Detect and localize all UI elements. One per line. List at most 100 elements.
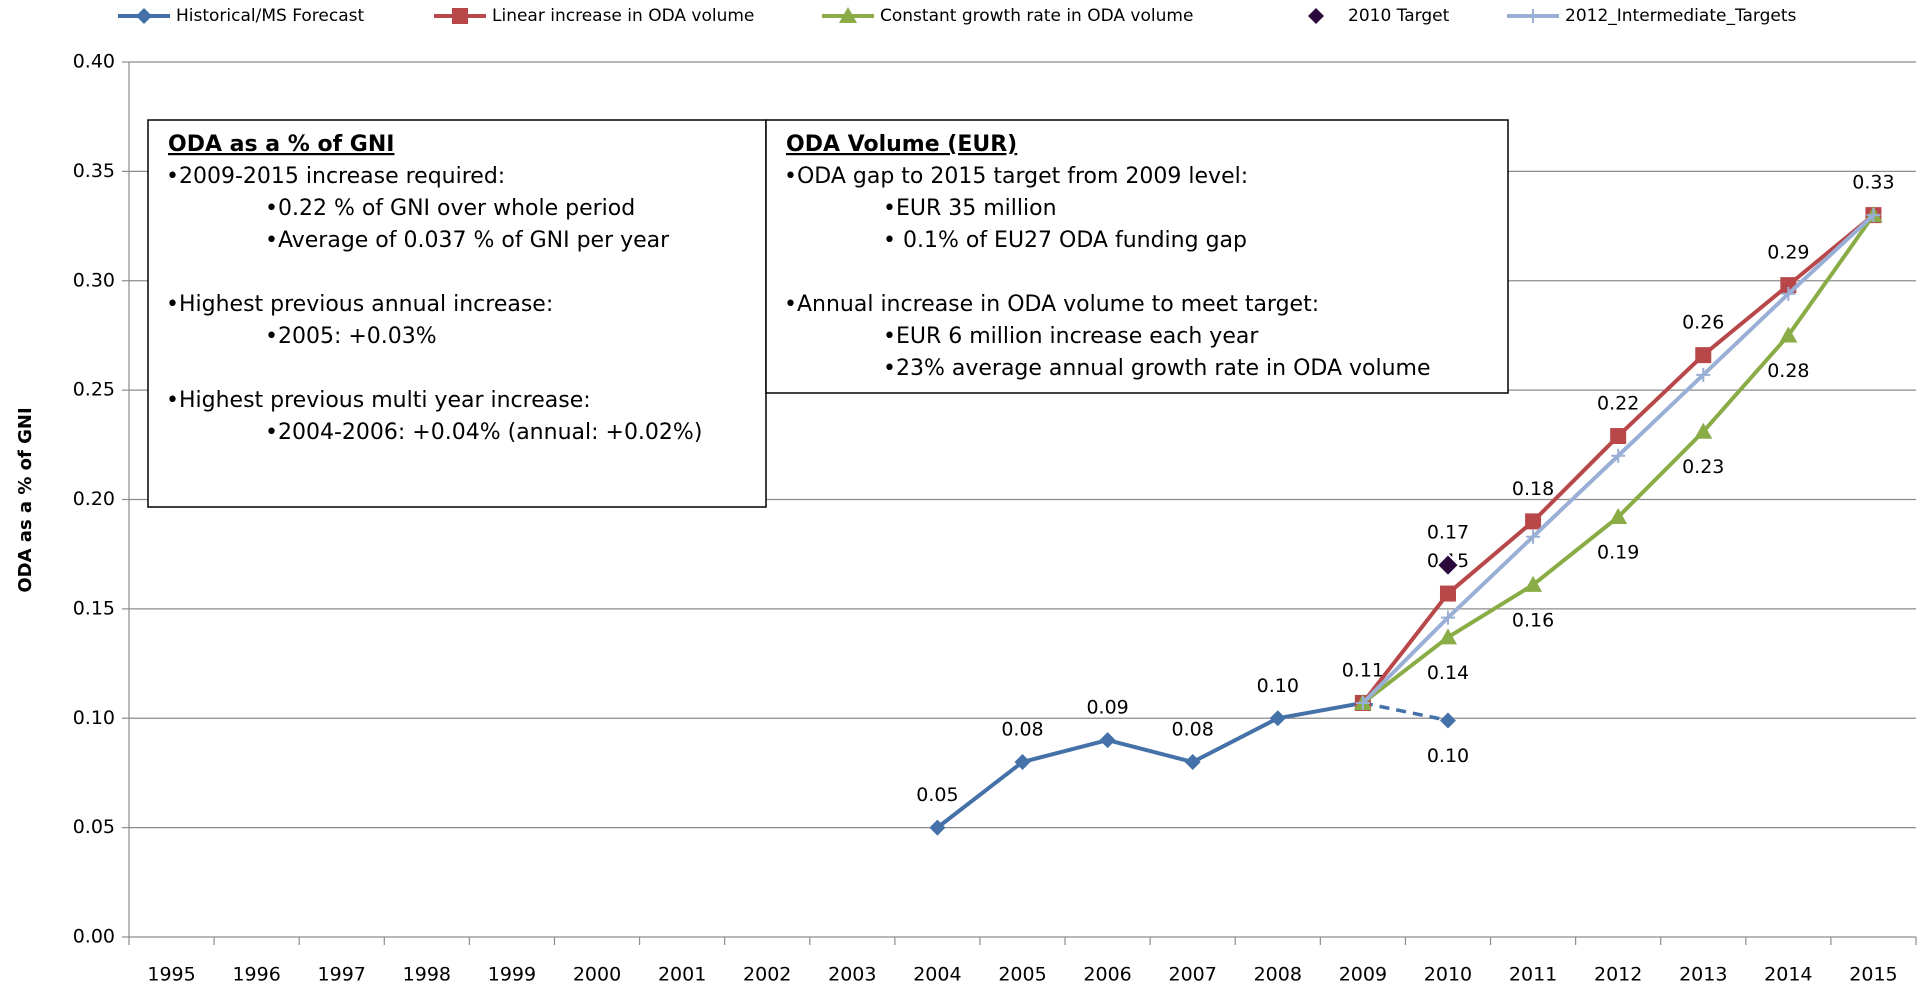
marker [1694, 422, 1713, 439]
y-tick-label: 0.20 [73, 488, 115, 510]
legend-marker [452, 8, 468, 24]
x-tick-label: 2006 [1083, 964, 1131, 986]
legend-label: Historical/MS Forecast [176, 6, 364, 26]
marker [1696, 367, 1711, 382]
data-label: 0.11 [1342, 659, 1384, 681]
data-label: 0.28 [1767, 360, 1809, 382]
y-tick-label: 0.35 [73, 160, 115, 182]
x-tick-label: 2008 [1254, 964, 1302, 986]
annotation-subitem: •EUR 6 million increase each year [883, 324, 1259, 349]
annotation-item: •Annual increase in ODA volume to meet t… [784, 292, 1319, 317]
annotation-subitem: •Average of 0.037 % of GNI per year [265, 228, 670, 253]
forecast-line [1362, 701, 1449, 723]
legend-label: 2010 Target [1348, 6, 1450, 26]
annotation-item: •Highest previous multi year increase: [166, 388, 591, 413]
y-tick-label: 0.15 [73, 597, 115, 619]
x-tick-label: 2015 [1849, 964, 1897, 986]
x-tick-label: 2013 [1679, 964, 1727, 986]
annotation-box [765, 119, 1509, 394]
data-label: 0.16 [1512, 609, 1554, 631]
data-label: 0.09 [1086, 697, 1128, 719]
annotation-subitem: • 0.1% of EU27 ODA funding gap [883, 228, 1247, 253]
legend-label: Linear increase in ODA volume [492, 6, 754, 26]
marker [1438, 628, 1457, 645]
x-tick-label: 2007 [1169, 964, 1217, 986]
marker [1184, 754, 1201, 770]
x-tick-label: 2002 [743, 964, 791, 986]
data-label: 0.14 [1427, 662, 1469, 684]
x-tick-label: 2003 [828, 964, 876, 986]
legend-marker [1308, 8, 1324, 24]
marker [1524, 575, 1543, 592]
x-tick-label: 1996 [232, 964, 280, 986]
annotation-title: ODA Volume (EUR) [786, 132, 1017, 157]
marker [1435, 552, 1461, 578]
marker [1440, 610, 1455, 625]
marker [929, 819, 946, 836]
data-label: 0.08 [1172, 719, 1214, 741]
data-label: 0.17 [1427, 522, 1469, 544]
legend-marker [839, 7, 857, 23]
x-tick-label: 1998 [403, 964, 451, 986]
x-tick-label: 1995 [147, 964, 195, 986]
data-label: 0.05 [916, 784, 958, 806]
marker [1525, 513, 1542, 530]
data-label: 0.10 [1257, 675, 1299, 697]
data-label: 0.33 [1852, 172, 1894, 194]
data-label: 0.29 [1767, 242, 1809, 264]
y-tick-label: 0.05 [73, 816, 115, 838]
data-label: 0.08 [1001, 719, 1043, 741]
annotation-subitem: •2004-2006: +0.04% (annual: +0.02%) [265, 420, 702, 445]
y-tick-label: 0.30 [73, 269, 115, 291]
marker [1439, 712, 1456, 729]
annotation-subitem: •0.22 % of GNI over whole period [265, 196, 635, 221]
marker [1611, 448, 1626, 463]
marker [1014, 754, 1031, 770]
x-tick-label: 2012 [1594, 964, 1642, 986]
y-tick-label: 0.10 [73, 707, 115, 729]
annotation-item: •2009-2015 increase required: [166, 164, 505, 189]
marker [1269, 710, 1286, 727]
x-tick-label: 2009 [1339, 964, 1387, 986]
x-tick-label: 1997 [318, 964, 366, 986]
data-label: 0.18 [1512, 478, 1554, 500]
marker [1610, 428, 1627, 445]
x-tick-label: 2010 [1424, 964, 1472, 986]
series-line [936, 700, 1364, 830]
marker [1779, 326, 1798, 343]
y-tick-label: 0.40 [73, 51, 115, 73]
x-tick-label: 2011 [1509, 964, 1557, 986]
data-label: 0.23 [1682, 456, 1724, 478]
data-label: 0.19 [1597, 542, 1639, 564]
data-label: 0.22 [1597, 393, 1639, 415]
annotation-item: •ODA gap to 2015 target from 2009 level: [784, 164, 1248, 189]
data-label: 0.26 [1682, 312, 1724, 334]
x-tick-label: 2001 [658, 964, 706, 986]
marker [1609, 508, 1628, 524]
marker [1695, 347, 1712, 364]
y-tick-label: 0.25 [73, 379, 115, 401]
legend-marker [1526, 9, 1540, 23]
marker [1781, 286, 1796, 301]
y-tick-label: 0.00 [73, 926, 115, 948]
x-tick-label: 2014 [1764, 964, 1812, 986]
annotation-box [147, 119, 767, 508]
marker [1866, 208, 1881, 223]
x-tick-label: 2004 [913, 964, 961, 986]
marker [1526, 529, 1541, 544]
legend-label: 2012_Intermediate_Targets [1565, 6, 1797, 26]
legend-label: Constant growth rate in ODA volume [880, 6, 1193, 26]
annotation-subitem: •2005: +0.03% [265, 324, 437, 349]
marker [1439, 585, 1456, 602]
y-axis-label: ODA as a % of GNI [15, 407, 36, 592]
annotation-title: ODA as a % of GNI [168, 132, 394, 157]
marker [1099, 732, 1116, 749]
x-tick-label: 1999 [488, 964, 536, 986]
annotation-item: •Highest previous annual increase: [166, 292, 553, 317]
x-tick-label: 2005 [998, 964, 1046, 986]
marker [1355, 695, 1370, 710]
annotation-subitem: •EUR 35 million [883, 196, 1057, 221]
legend-marker [136, 8, 152, 24]
annotation-subitem: •23% average annual growth rate in ODA v… [883, 356, 1431, 381]
